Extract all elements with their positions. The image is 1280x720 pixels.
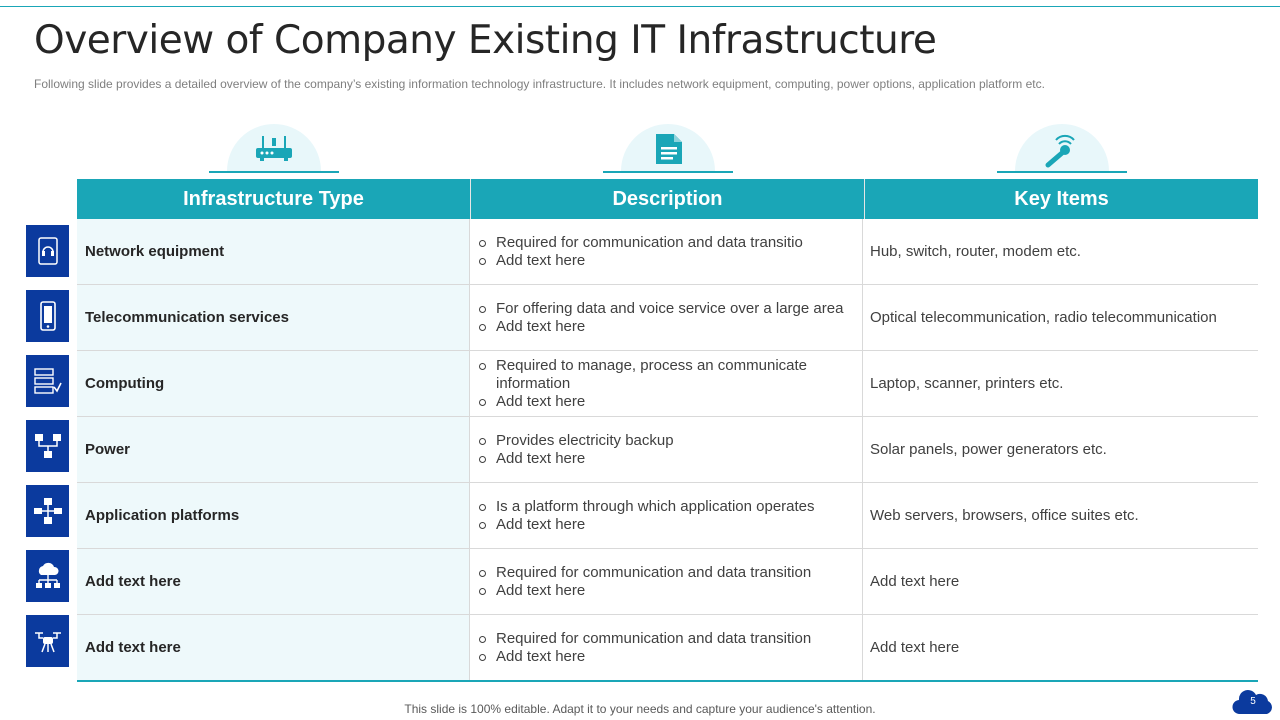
description-cell: Required to manage, process an communica… bbox=[470, 351, 863, 416]
header-key-items: Key Items bbox=[1014, 187, 1109, 210]
infrastructure-type-cell: Application platforms bbox=[77, 483, 470, 548]
description-list: Provides electricity backup Add text here bbox=[478, 432, 674, 468]
description-cell: Required for communication and data tran… bbox=[470, 549, 863, 614]
page-subtitle: Following slide provides a detailed over… bbox=[34, 77, 1045, 91]
infrastructure-type-cell: Computing bbox=[77, 351, 470, 416]
description-item: Required for communication and data tran… bbox=[478, 564, 811, 582]
network-power-icon bbox=[26, 420, 69, 472]
top-rule bbox=[0, 6, 1280, 7]
key-items-cell: Add text here bbox=[870, 639, 960, 656]
infrastructure-type-cell: Add text here bbox=[77, 549, 470, 614]
description-list: Required to manage, process an communica… bbox=[478, 357, 816, 411]
description-cell: For offering data and voice service over… bbox=[470, 285, 863, 350]
page-number: 5 bbox=[1250, 696, 1256, 707]
column-icon-key-items bbox=[997, 124, 1127, 173]
cloud-icon bbox=[1232, 690, 1272, 715]
mobile-phone-icon bbox=[26, 290, 69, 342]
server-rack-icon bbox=[26, 355, 69, 407]
description-item: Add text here bbox=[478, 318, 843, 336]
description-cell: Is a platform through which application … bbox=[470, 483, 863, 548]
infrastructure-type-cell: Network equipment bbox=[77, 219, 470, 284]
description-item: Provides electricity backup bbox=[478, 432, 674, 450]
description-item: Add text here bbox=[478, 450, 674, 468]
column-icon-type bbox=[209, 124, 339, 173]
table-row: Telecommunication services For offering d… bbox=[77, 284, 1258, 350]
org-chart-icon bbox=[26, 485, 69, 537]
page-number-badge: 5 bbox=[1232, 689, 1274, 715]
description-cell: Required for communication and data tran… bbox=[470, 615, 863, 680]
drone-icon bbox=[26, 615, 69, 667]
key-items-cell: Hub, switch, router, modem etc. bbox=[870, 243, 1081, 260]
description-item: Add text here bbox=[478, 582, 811, 600]
document-icon bbox=[656, 134, 682, 164]
cloud-network-icon bbox=[26, 550, 69, 602]
header-description: Description bbox=[471, 179, 865, 219]
table-row: Power Provides electricity backup Add text… bbox=[77, 416, 1258, 482]
description-item: Add text here bbox=[478, 648, 811, 666]
table-row: Application platforms Is a platform throu… bbox=[77, 482, 1258, 548]
description-list: Required for communication and data tran… bbox=[478, 630, 811, 666]
description-item: Add text here bbox=[478, 516, 815, 534]
row-icons bbox=[26, 225, 69, 680]
infrastructure-type-cell: Power bbox=[77, 417, 470, 482]
description-item: Is a platform through which application … bbox=[478, 498, 815, 516]
description-item: Add text here bbox=[478, 252, 803, 270]
headset-icon bbox=[26, 225, 69, 277]
description-list: Is a platform through which application … bbox=[478, 498, 815, 534]
key-items-cell: Laptop, scanner, printers etc. bbox=[870, 375, 1064, 392]
key-items-cell: Solar panels, power generators etc. bbox=[870, 441, 1107, 458]
description-item: Add text here bbox=[478, 393, 816, 411]
footer-note: This slide is 100% editable. Adapt it to… bbox=[404, 702, 876, 716]
table-row: Network equipment Required for communicat… bbox=[77, 219, 1258, 284]
infrastructure-type-cell: Add text here bbox=[77, 615, 470, 680]
description-list: For offering data and voice service over… bbox=[478, 300, 843, 336]
description-item: Required to manage, process an communica… bbox=[478, 357, 816, 393]
wireless-key-icon bbox=[1045, 134, 1075, 168]
description-list: Required for communication and data tran… bbox=[478, 564, 811, 600]
table-row: Add text here Required for communication … bbox=[77, 614, 1258, 680]
infrastructure-table: Infrastructure Type Description Key Item… bbox=[77, 179, 1258, 682]
page-title: Overview of Company Existing IT Infrastr… bbox=[34, 18, 937, 63]
table-row: Computing Required to manage, process an … bbox=[77, 350, 1258, 416]
key-items-cell: Web servers, browsers, office suites etc… bbox=[870, 507, 1139, 524]
description-item: For offering data and voice service over… bbox=[478, 300, 843, 318]
description-cell: Provides electricity backup Add text here bbox=[470, 417, 863, 482]
table-row: Add text here Required for communication … bbox=[77, 548, 1258, 614]
header-infrastructure-type: Infrastructure Type bbox=[77, 179, 471, 219]
key-items-cell: Add text here bbox=[870, 573, 960, 590]
description-item: Required for communication and data tran… bbox=[478, 234, 803, 252]
description-list: Required for communication and data tran… bbox=[478, 234, 803, 270]
column-icon-description bbox=[603, 124, 733, 173]
router-icon bbox=[256, 136, 292, 161]
table-header: Infrastructure Type Description Key Item… bbox=[77, 179, 1258, 219]
description-cell: Required for communication and data tran… bbox=[470, 219, 863, 284]
key-items-cell: Optical telecommunication, radio telecom… bbox=[870, 309, 1217, 326]
description-item: Required for communication and data tran… bbox=[478, 630, 811, 648]
infrastructure-type-cell: Telecommunication services bbox=[77, 285, 470, 350]
